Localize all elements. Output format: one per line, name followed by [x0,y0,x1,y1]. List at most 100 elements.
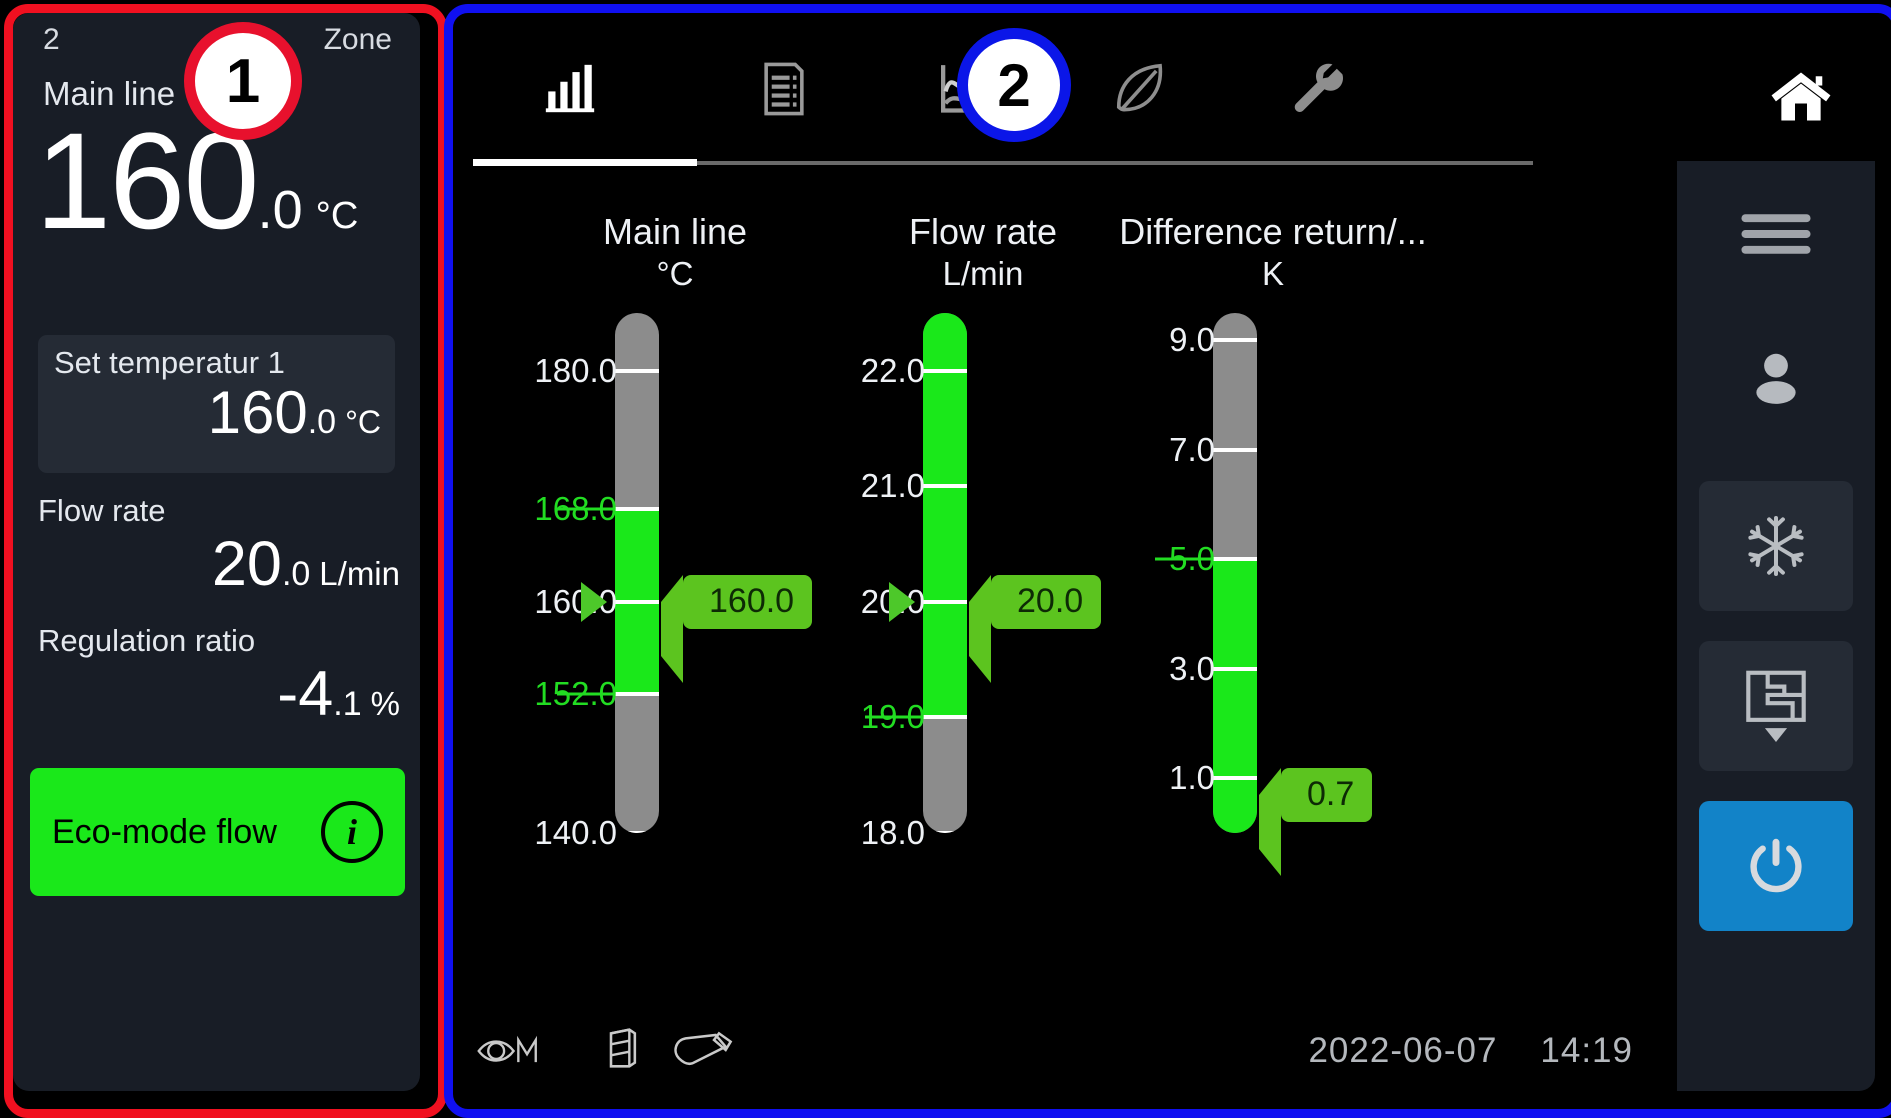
process-overview-panel: Main line °C Flow rate L/min Difference … [453,13,1875,1091]
gauge-tick [1213,776,1257,781]
gauge-tick-leader [557,692,615,696]
tab-underline-active [473,159,697,166]
gauge-tick-label: 7.0 [1169,430,1215,468]
database-icon[interactable] [605,1026,639,1075]
menu-icon [1741,214,1811,254]
gauge-tick-label: 9.0 [1169,321,1215,359]
gauge-tick [1213,447,1257,452]
annotation-marker-1: 1 [184,22,302,140]
gauge-unit: L/min [942,255,1024,292]
gauge-title: Difference return/... [1119,211,1427,252]
sidebar-item-cooling[interactable] [1699,481,1853,611]
setpoint-label: Set temperatur 1 [54,345,285,380]
wrench-icon [1294,63,1344,112]
clock-date: 2022-06-07 [1308,1031,1498,1070]
gauge-setpoint-marker [889,581,915,622]
gauge-bar [923,313,967,833]
setpoint-decimal: .0 [307,403,337,441]
metric-flow-rate-label: Flow rate [38,493,166,528]
gauge-tick [1213,557,1257,562]
clock: 2022-06-07 14:19 [1308,1031,1633,1071]
metric-regulation-ratio-label: Regulation ratio [38,623,256,658]
zone-number: 2 [43,23,60,56]
sidebar-item-power[interactable] [1699,801,1853,931]
metric-regulation-ratio-decimal: .1 [333,685,362,723]
gauge-tick-label: 1.0 [1169,759,1215,797]
zone-label: Zone [323,23,392,56]
gauge-tick [615,692,659,697]
gauge-tick-leader [865,715,923,719]
sidebar-item-user[interactable] [1699,321,1853,431]
setpoint-integer: 160 [207,379,308,446]
sidebar-item-layout[interactable] [1699,641,1853,771]
eco-mode-flow-button[interactable]: Eco-mode flow i [30,768,405,896]
gauge-bar [1213,313,1257,833]
tab-underline-track [473,161,1533,165]
metric-regulation-ratio-integer: -4 [277,659,334,729]
gauge-flow-rate[interactable]: 22.0 21.0 20.0 19.0 18.0 20.0 [773,313,1193,851]
metric-regulation-ratio-value: -4 .1 % [38,663,400,726]
gauge-unit: °C [656,255,694,292]
metric-flow-rate: Flow rate 20 .0 L/min [38,493,400,596]
bar-chart-icon [545,64,595,113]
channel-name: Main line [43,75,176,112]
gauge-tick [923,368,967,373]
home-button[interactable] [1761,61,1841,133]
gauge-tick [615,368,659,373]
status-bar: 2022-06-07 14:19 [453,1021,1677,1081]
eye-m-icon[interactable] [477,1032,547,1075]
metric-flow-rate-value: 20 .0 L/min [38,533,400,596]
gauge-tick-leader [1155,557,1213,561]
gauge-fill [1213,559,1257,833]
gauge-value-badge: 0.7 [1258,767,1373,876]
gauge-tick [615,831,659,833]
tab-eco[interactable] [1083,45,1201,133]
annotation-marker-2: 2 [957,28,1071,142]
setpoint-value: 160 .0 °C [208,383,381,443]
home-icon [1771,72,1831,121]
gauge-tick-label: 18.0 [860,814,925,851]
tab-overview[interactable] [511,45,629,133]
tab-log[interactable] [725,45,843,133]
gauge-tick-label: 21.0 [860,467,925,505]
gauge-tick [923,831,967,833]
main-temp-unit: °C [315,195,359,237]
gauge-setpoint-marker [581,581,607,622]
eco-mode-flow-label: Eco-mode flow [52,812,277,851]
gauge-difference-return[interactable]: 9.0 7.0 5.0 3.0 1.0 0.7 [1063,313,1483,876]
gauge-tick-label: 140.0 [534,814,617,851]
user-icon [1756,353,1796,404]
gauge-header-flow-rate: Flow rate L/min [773,211,1193,293]
gauge-title: Main line [602,211,748,252]
usb-stick-icon[interactable] [669,1030,739,1075]
gauge-tick [923,484,967,489]
leaf-icon [1116,63,1163,112]
layout-icon [1746,670,1806,742]
metric-regulation-ratio: Regulation ratio -4 .1 % [38,623,400,726]
gauge-tick [923,715,967,720]
document-list-icon [764,62,804,116]
power-icon [1750,838,1802,893]
metric-flow-rate-decimal: .0 [281,555,311,593]
gauge-tick [1213,338,1257,343]
right-sidebar [1677,161,1875,1091]
gauge-header-main-line: Main line °C [465,211,885,293]
clock-time: 14:19 [1540,1031,1633,1070]
sidebar-item-menu[interactable] [1699,179,1853,289]
gauge-tick-label: 180.0 [534,351,617,389]
metric-flow-rate-unit: L/min [319,555,400,592]
snowflake-icon [1748,516,1804,576]
setpoint-field[interactable]: Set temperatur 1 160 .0 °C [38,335,395,473]
zone-header: 2 Zone [13,23,420,67]
gauge-main-line[interactable]: 180.0 168.0 160.0 152.0 140.0 160.0 [465,313,885,851]
gauge-tick [615,599,659,604]
gauge-title: Flow rate [908,211,1058,252]
metric-flow-rate-integer: 20 [211,529,282,599]
info-icon[interactable]: i [321,801,383,863]
gauge-tick-label: 3.0 [1169,649,1215,687]
gauge-unit: K [1261,255,1284,292]
gauge-header-difference-return: Difference return/... K [1063,211,1483,293]
tab-service[interactable] [1258,45,1376,133]
gauge-tick [1213,666,1257,671]
